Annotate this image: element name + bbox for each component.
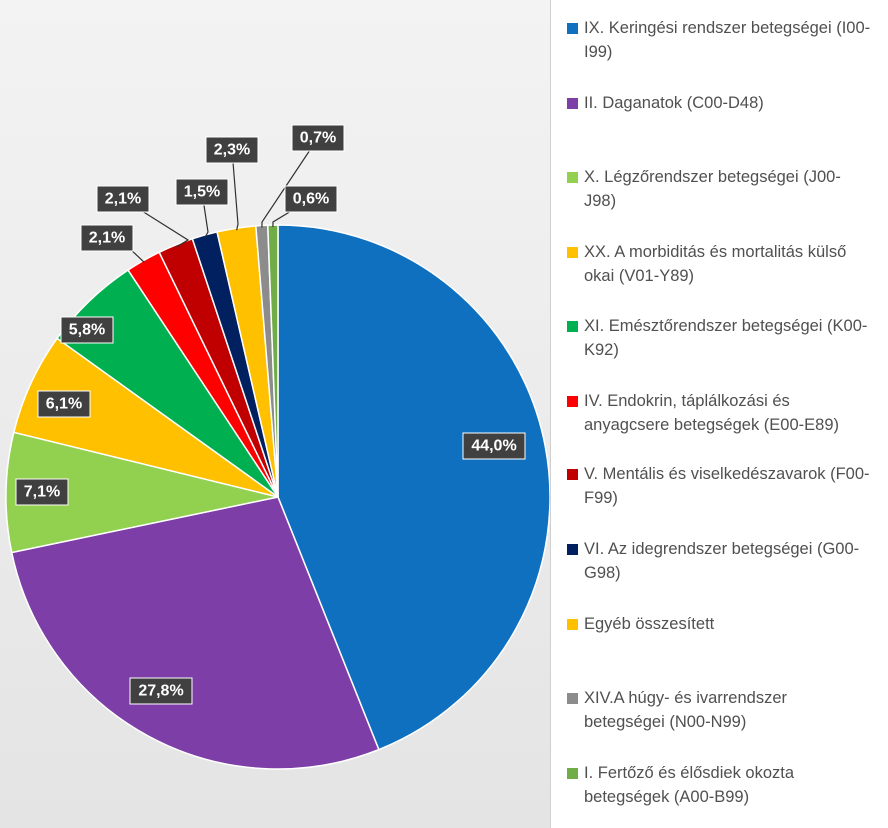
data-label-text-1: 44,0% [471,438,516,455]
legend-swatch-3 [567,172,578,183]
data-label-4: 6,1% [37,390,91,418]
legend-swatch-5 [567,321,578,332]
data-label-box-9 [205,136,259,164]
legend-item-4: XX. A morbiditás és mortalitás külső oka… [567,240,872,288]
data-label-box-11 [284,185,338,213]
legend-item-1: IX. Keringési rendszer betegségei (I00-I… [567,16,872,64]
legend-item-2: II. Daganatok (C00-D48) [567,91,872,115]
data-label-text-11: 0,6% [293,191,329,208]
legend-item-8: VI. Az idegrendszer betegségei (G00-G98) [567,537,872,585]
data-label-3: 7,1% [15,478,69,506]
data-label-box-10 [291,124,345,152]
data-label-9: 2,3% [205,136,259,164]
legend-swatch-10 [567,693,578,704]
leader-line-7 [122,198,190,248]
legend-label-10: XIV.A húgy- és ivarrendszer betegségei (… [584,689,787,731]
data-label-text-7: 2,1% [105,191,141,208]
legend-swatch-2 [567,98,578,109]
legend-swatch-4 [567,247,578,258]
data-label-text-4: 6,1% [46,396,82,413]
legend-label-5: XI. Emésztőrendszer betegségei (K00-K92) [584,317,868,359]
legend-swatch-8 [567,544,578,555]
data-label-10: 0,7% [291,124,345,152]
data-label-2: 27,8% [129,677,193,705]
legend-label-3: X. Légzőrendszer betegségei (J00-J98) [584,168,841,210]
legend-label-7: V. Mentális és viselkedészavarok (F00-F9… [584,465,870,507]
data-label-text-6: 2,1% [89,230,125,247]
data-label-box-8 [175,178,229,206]
data-label-box-6 [80,224,134,252]
data-label-text-10: 0,7% [300,130,336,147]
leader-line-9 [231,149,239,231]
data-label-box-4 [37,390,91,418]
pie-slice-1 [277,224,550,751]
legend-label-1: IX. Keringési rendszer betegségei (I00-I… [584,19,871,61]
legend-swatch-1 [567,23,578,34]
legend-label-4: XX. A morbiditás és mortalitás külső oka… [584,243,847,285]
data-label-text-2: 27,8% [138,683,183,700]
data-label-7: 2,1% [96,185,150,213]
data-label-box-7 [96,185,150,213]
legend-item-6: IV. Endokrin, táplálkozási és anyagcsere… [567,389,872,437]
legend-label-11: I. Fertőző és élősdiek okozta betegségek… [584,764,795,806]
data-label-text-3: 7,1% [24,484,60,501]
pie-slice-3 [5,431,279,554]
legend-item-3: X. Légzőrendszer betegségei (J00-J98) [567,165,872,213]
legend-label-8: VI. Az idegrendszer betegségei (G00-G98) [584,540,860,582]
legend-label-2: II. Daganatok (C00-D48) [584,94,764,112]
data-label-box-2 [129,677,193,705]
legend-swatch-11 [567,768,578,779]
data-label-text-5: 5,8% [69,322,105,339]
data-label-11: 0,6% [284,185,338,213]
data-label-box-3 [15,478,69,506]
legend-swatch-6 [567,396,578,407]
data-label-1: 44,0% [462,432,526,460]
legend: IX. Keringési rendszer betegségei (I00-I… [550,0,888,828]
legend-swatch-9 [567,619,578,630]
legend-label-9: Egyéb összesített [584,615,715,633]
data-label-box-5 [60,316,114,344]
pie-slice-2 [10,496,380,770]
legend-label-6: IV. Endokrin, táplálkozási és anyagcsere… [584,392,839,434]
data-label-8: 1,5% [175,178,229,206]
legend-swatch-7 [567,469,578,480]
legend-item-5: XI. Emésztőrendszer betegségei (K00-K92) [567,314,872,362]
data-label-text-9: 2,3% [214,142,250,159]
legend-item-10: XIV.A húgy- és ivarrendszer betegségei (… [567,686,872,734]
legend-item-7: V. Mentális és viselkedészavarok (F00-F9… [567,462,872,510]
legend-item-9: Egyéb összesített [567,612,872,636]
leader-line-10 [261,137,319,228]
data-label-5: 5,8% [60,316,114,344]
data-label-box-1 [462,432,526,460]
legend-item-11: I. Fertőző és élősdiek okozta betegségek… [567,761,872,809]
pie-plot-area: 44,0% 27,8% 7,1% 6,1% 5,8% 2,1% 2,1% 1,5% 2,3% 0,… [5,124,550,770]
data-label-6: 2,1% [80,224,134,252]
data-label-text-8: 1,5% [184,184,220,201]
